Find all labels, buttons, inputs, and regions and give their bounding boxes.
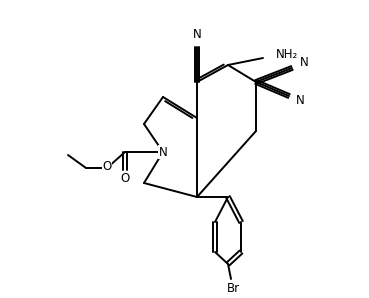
Text: O: O [120, 172, 130, 184]
Text: N: N [296, 94, 304, 108]
Text: O: O [102, 161, 112, 173]
Text: N: N [159, 145, 168, 159]
Text: N: N [300, 55, 308, 69]
Text: NH₂: NH₂ [276, 47, 298, 60]
Text: N: N [193, 29, 201, 41]
Text: Br: Br [227, 283, 239, 296]
